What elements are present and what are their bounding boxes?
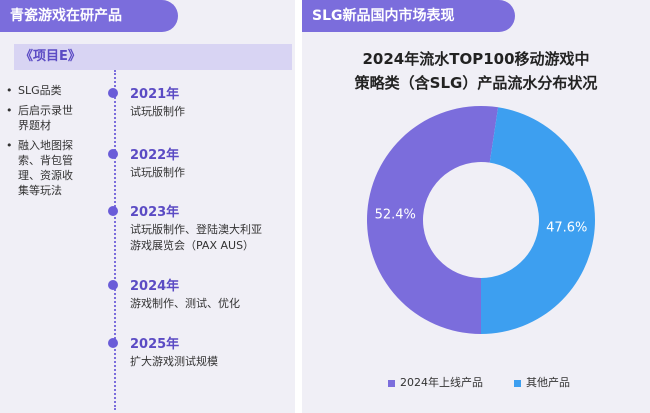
right-section-header: SLG新品国内市场表现	[302, 0, 515, 32]
donut-slice-0	[366, 105, 499, 335]
timeline-desc: 扩大游戏测试规模	[130, 355, 218, 368]
timeline-line	[114, 70, 116, 410]
chart-title-line1: 2024年流水TOP100移动游戏中	[362, 50, 590, 68]
left-section-header: 青瓷游戏在研产品	[0, 0, 178, 32]
timeline-year: 2024年	[130, 279, 180, 294]
timeline-year: 2023年	[130, 205, 180, 220]
timeline-dot	[108, 206, 118, 216]
feature-list: • SLG品类 • 后启示录世 界题材 • 融入地图探 索、背包管 理、资源收 …	[6, 83, 102, 203]
feature-text: 理、资源收	[18, 169, 73, 182]
bullet-dot-icon: •	[6, 84, 13, 97]
timeline-year: 2025年	[130, 337, 180, 352]
timeline-year: 2021年	[130, 87, 180, 102]
feature-text: 索、背包管	[18, 154, 73, 167]
feature-item: • 后启示录世 界题材	[6, 103, 102, 133]
feature-item: • 融入地图探 索、背包管 理、资源收 集等玩法	[6, 138, 102, 198]
feature-text: 后启示录世	[18, 104, 73, 117]
feature-text: 融入地图探	[18, 139, 73, 152]
feature-text: 集等玩法	[18, 184, 62, 197]
legend-item-other: 其他产品	[514, 374, 570, 390]
timeline-desc: 试玩版制作、登陆澳大利亚	[130, 223, 262, 236]
donut-slice-label: 47.6%	[546, 220, 587, 235]
project-title: 《项目E》	[14, 44, 292, 70]
legend-swatch-icon	[388, 379, 395, 387]
feature-text: 界题材	[18, 119, 51, 132]
timeline-dot	[108, 338, 118, 348]
timeline-dot	[108, 149, 118, 159]
timeline-desc: 试玩版制作	[130, 166, 185, 179]
timeline-dot	[108, 280, 118, 290]
donut-slice-1	[481, 107, 595, 334]
donut-slice-label: 52.4%	[375, 208, 416, 223]
timeline-desc: 游戏制作、测试、优化	[130, 297, 240, 310]
timeline-dot	[108, 88, 118, 98]
legend-label: 2024年上线产品	[400, 376, 483, 389]
feature-text: SLG品类	[18, 84, 62, 97]
legend-item-launched: 2024年上线产品	[388, 374, 483, 390]
donut-chart: 52.4% 47.6%	[366, 105, 595, 335]
legend-swatch-icon	[514, 379, 521, 387]
bullet-dot-icon: •	[6, 104, 13, 117]
bullet-dot-icon: •	[6, 139, 13, 152]
legend-label: 其他产品	[526, 376, 570, 389]
timeline-year: 2022年	[130, 148, 180, 163]
timeline-desc: 游戏展览会（PAX AUS）	[130, 239, 255, 252]
chart-title-line2: 策略类（含SLG）产品流水分布状况	[354, 74, 598, 92]
timeline-desc: 试玩版制作	[130, 105, 185, 118]
feature-item: • SLG品类	[6, 83, 102, 98]
